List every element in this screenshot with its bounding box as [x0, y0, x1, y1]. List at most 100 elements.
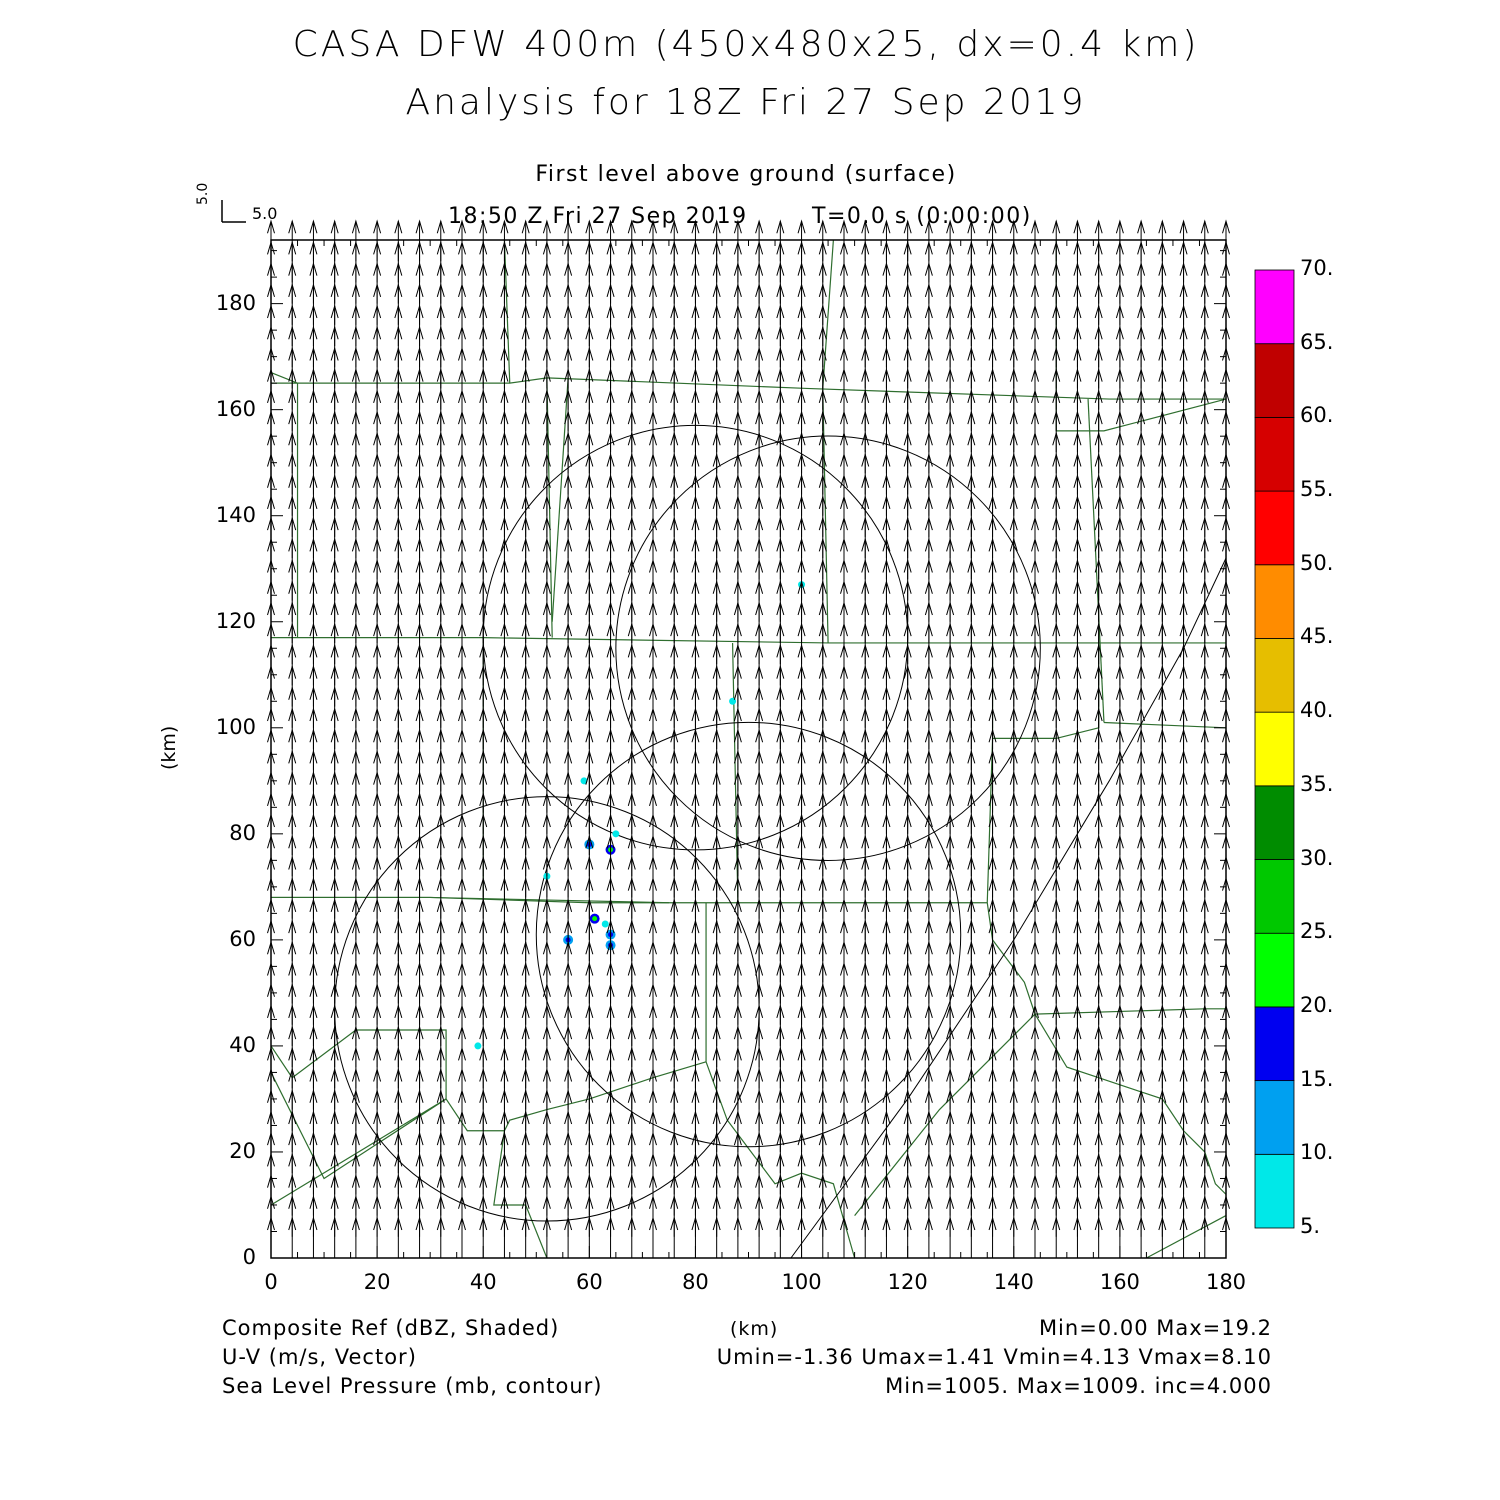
wind-vector-head [521, 219, 530, 234]
echo-cell [601, 920, 609, 928]
x-tick-label: 100 [781, 1270, 822, 1294]
county-line [1146, 1215, 1227, 1259]
colorbar-swatch [1254, 490, 1295, 566]
wind-vector-head [1222, 219, 1230, 234]
colorbar-swatch [1254, 1080, 1295, 1155]
y-tick-label: 0 [242, 1245, 256, 1269]
colorbar-label: 60. [1300, 403, 1334, 428]
colorbar-swatch [1254, 932, 1295, 1008]
wind-vector-head [1137, 219, 1146, 234]
colorbar-label: 70. [1300, 256, 1334, 280]
y-tick-label: 80 [229, 820, 256, 845]
county-line [271, 377, 1226, 400]
colorbar-label: 10. [1300, 1140, 1334, 1165]
y-tick-label: 140 [215, 502, 256, 527]
wind-vector-head [818, 219, 827, 234]
wind-vector-head [330, 219, 339, 234]
county-line [1034, 1013, 1227, 1195]
footer-left-2: U-V (m/s, Vector) [222, 1345, 417, 1369]
county-line [822, 239, 834, 643]
y-tick-label: 20 [229, 1138, 256, 1163]
wind-vector-head [988, 219, 997, 234]
county-line [731, 642, 739, 903]
colorbar [1254, 269, 1295, 1229]
x-axis-label: (km) [730, 1318, 779, 1340]
county-line [1087, 399, 1105, 723]
wind-vector-head [1009, 219, 1018, 234]
wind-vector-head [1115, 219, 1124, 234]
wind-vector-head [691, 219, 700, 234]
wind-vector-head [1094, 219, 1103, 234]
wind-vector-head [1031, 219, 1039, 234]
title-line-1: CASA DFW 400m (450x480x25, dx=0.4 km) [292, 24, 1200, 65]
y-tick-label: 180 [215, 290, 256, 315]
wind-vector-head [267, 219, 275, 234]
highway-line [790, 557, 1227, 1259]
county-line [854, 1013, 1036, 1216]
colorbar-swatch [1254, 343, 1295, 418]
county-boundaries [270, 239, 1227, 1259]
axis-ticks [270, 240, 1227, 1259]
x-tick-label: 140 [993, 1270, 1034, 1294]
y-tick-label: 40 [229, 1032, 256, 1057]
colorbar-swatch [1254, 859, 1295, 934]
y-tick-label: 100 [215, 714, 256, 739]
y-tick-label: 120 [215, 608, 256, 633]
vector-key-u-label: 5.0 [252, 204, 278, 223]
wind-vector-head [458, 219, 466, 234]
y-axis-label: (km) [158, 725, 180, 770]
footer-left-1: Composite Ref (dBZ, Shaded) [222, 1316, 560, 1340]
county-line [493, 1130, 548, 1259]
wind-vector-head [394, 219, 403, 234]
colorbar-label: 45. [1300, 624, 1334, 649]
wind-vector-head [627, 219, 636, 234]
title-line-2: Analysis for 18Z Fri 27 Sep 2019 [405, 82, 1087, 123]
colorbar-label: 50. [1300, 550, 1334, 575]
echo-cell [474, 1042, 482, 1050]
footer-left-3: Sea Level Pressure (mb, contour) [222, 1374, 603, 1398]
y-tick-label: 160 [215, 396, 256, 421]
x-tick-label: 60 [575, 1270, 603, 1294]
wind-vector-head [946, 219, 955, 234]
wind-vector-head [288, 219, 297, 234]
wind-vector-head [500, 219, 509, 234]
y-tick-label: 60 [229, 926, 256, 951]
wind-vector-head [924, 219, 933, 234]
colorbar-swatch [1254, 416, 1295, 492]
wind-vector-head [564, 219, 573, 234]
wind-vector-head [1073, 219, 1082, 234]
plot-frame [270, 239, 1227, 1259]
county-line [270, 371, 299, 638]
county-line [1103, 721, 1227, 729]
county-line [270, 1029, 707, 1132]
colorbar-swatch [1254, 638, 1295, 713]
wind-vector-head [776, 219, 785, 234]
wind-vectors [267, 219, 1230, 1258]
county-line [271, 637, 1226, 644]
county-line [270, 1098, 447, 1206]
wind-vector-head [882, 219, 891, 234]
wind-vector-head [967, 219, 976, 234]
colorbar-label: 40. [1300, 698, 1334, 723]
wind-vector-head [755, 219, 764, 234]
level-label: First level above ground (surface) [535, 162, 957, 187]
wind-vector-head [797, 219, 806, 234]
wind-vector-head [585, 219, 594, 234]
wind-vector-head [861, 219, 870, 234]
colorbar-swatch [1254, 564, 1295, 639]
wind-vector-head [1200, 219, 1209, 234]
county-line [986, 738, 1226, 1015]
county-line [991, 642, 1100, 739]
wind-vector-head [903, 219, 912, 234]
wind-vector-head [415, 219, 424, 234]
wind-vector-head [373, 219, 382, 234]
wind-vector-head [479, 219, 488, 234]
x-tick-label: 180 [1205, 1270, 1247, 1294]
colorbar-label: 30. [1300, 845, 1334, 870]
colorbar-label: 5. [1300, 1214, 1321, 1238]
colorbar-swatch [1254, 785, 1295, 860]
colorbar-swatch [1254, 1153, 1295, 1229]
x-tick-label: 160 [1099, 1270, 1140, 1294]
